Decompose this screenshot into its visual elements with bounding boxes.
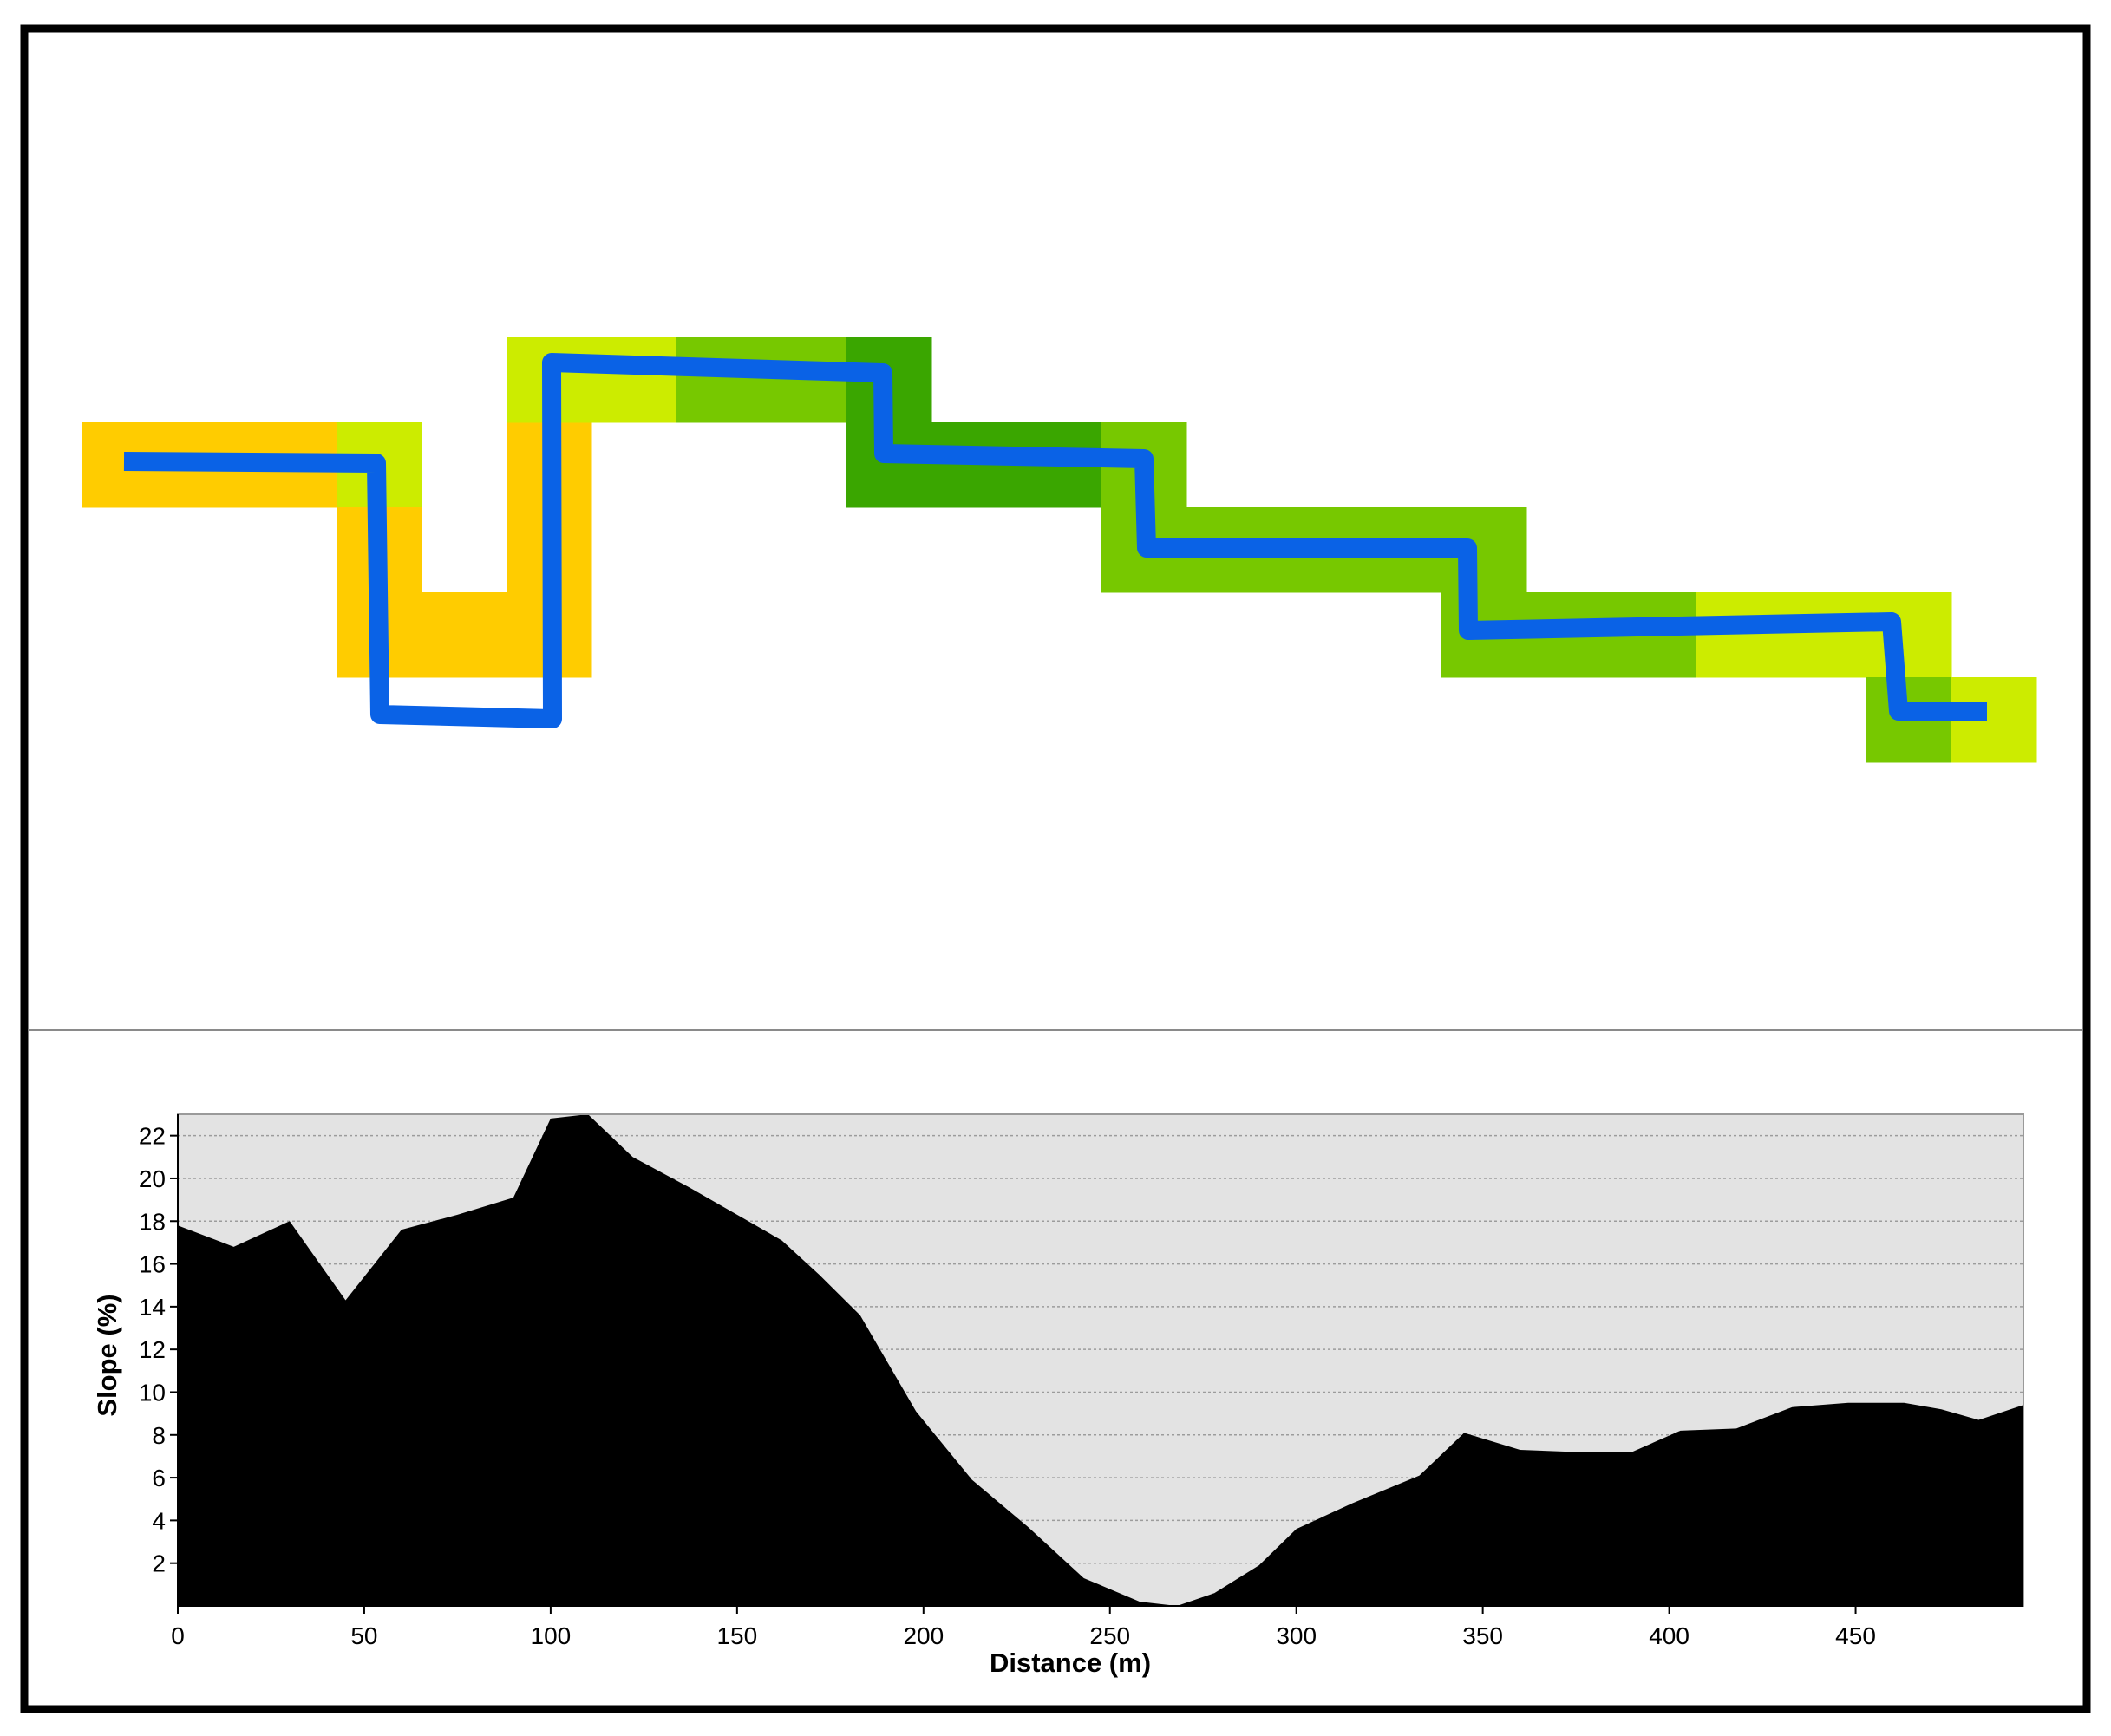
y-tick-label: 20 (139, 1165, 166, 1192)
slope-class-cells (82, 337, 2037, 763)
slope-area-series (178, 1114, 2023, 1606)
x-tick-label: 50 (350, 1622, 377, 1649)
route-map-panel (82, 337, 2037, 763)
x-axis-ticks: 0 50 100 150 200 250 300 350 400 450 (171, 1606, 1876, 1649)
x-tick-label: 300 (1276, 1622, 1317, 1649)
y-axis-ticks: 2 4 6 8 10 12 14 16 18 20 22 (139, 1123, 178, 1577)
x-tick-label: 250 (1089, 1622, 1130, 1649)
x-tick-label: 200 (903, 1622, 944, 1649)
x-tick-label: 100 (531, 1622, 572, 1649)
y-tick-label: 10 (139, 1379, 166, 1406)
y-tick-label: 22 (139, 1123, 166, 1150)
x-tick-label: 450 (1835, 1622, 1876, 1649)
slope-cell (1866, 592, 1952, 678)
x-tick-label: 400 (1649, 1622, 1689, 1649)
route-line (123, 353, 1987, 728)
y-axis-label: Slope (%) (92, 1294, 122, 1416)
y-tick-label: 2 (152, 1550, 166, 1577)
x-axis-label: Distance (m) (990, 1648, 1151, 1678)
y-tick-label: 18 (139, 1208, 166, 1235)
y-tick-label: 4 (152, 1507, 166, 1534)
y-tick-label: 14 (139, 1294, 166, 1321)
slope-profile-chart: 0 50 100 150 200 250 300 350 400 450 2 4 6 8 10 12 14 16… (92, 1113, 2024, 1678)
y-tick-label: 6 (152, 1465, 166, 1491)
slope-cell (422, 592, 507, 678)
slope-cell (1781, 592, 1867, 678)
slope-cell (591, 337, 677, 423)
slope-cell (676, 337, 762, 423)
x-tick-label: 350 (1462, 1622, 1503, 1649)
y-tick-label: 8 (152, 1422, 166, 1449)
x-tick-label: 150 (716, 1622, 757, 1649)
x-tick-label: 0 (171, 1622, 185, 1649)
y-tick-label: 12 (139, 1336, 166, 1363)
y-tick-label: 16 (139, 1251, 166, 1278)
